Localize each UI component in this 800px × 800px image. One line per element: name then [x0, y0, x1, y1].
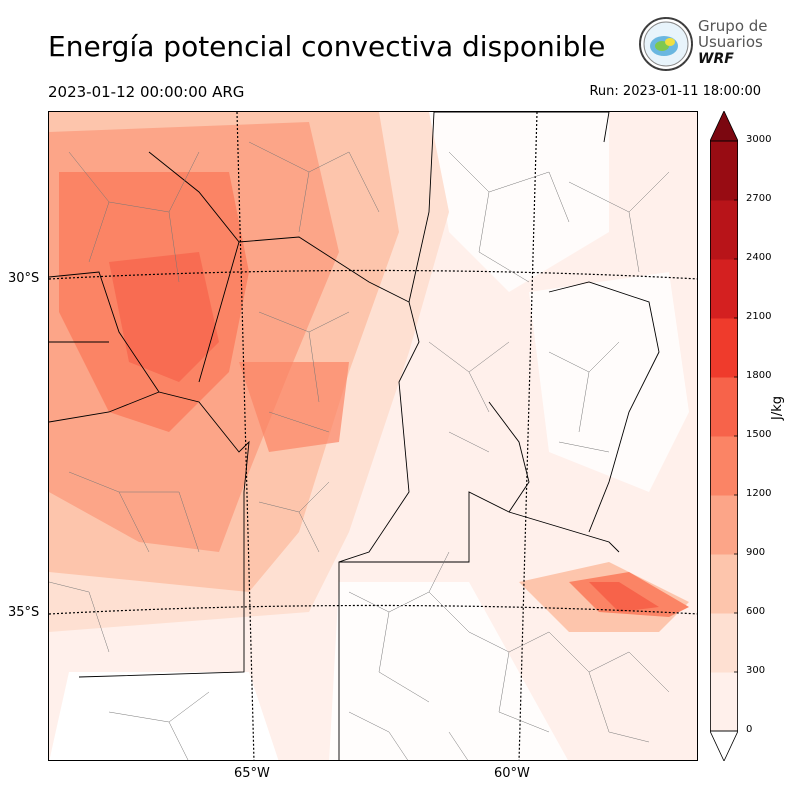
colorbar-bin: [710, 377, 738, 437]
globe-logo-icon: [639, 17, 693, 71]
colorbar-tick-label: 2100: [746, 311, 772, 322]
colorbar-bin: [710, 259, 738, 319]
colorbar-tick-label: 2700: [746, 193, 772, 204]
colorbar-tick-label: 2400: [746, 252, 772, 263]
colorbar-bin: [710, 436, 738, 496]
lat-label-30s: 30°S: [8, 271, 40, 286]
lon-label-60w: 60°W: [494, 766, 530, 781]
colorbar-bin: [710, 495, 738, 555]
colorbar-tick-label: 0: [746, 724, 753, 735]
page-title: Energía potencial convectiva disponible: [48, 30, 606, 63]
run-time: Run: 2023-01-11 18:00:00: [589, 84, 761, 99]
colorbar-tick-label: 1800: [746, 370, 772, 381]
colorbar-bin: [710, 200, 738, 260]
colorbar-tick-label: 900: [746, 547, 766, 558]
logo-line2: Usuarios: [698, 33, 763, 51]
colorbar-tick-label: 1200: [746, 488, 772, 499]
colorbar-tick-label: 300: [746, 665, 766, 676]
logo-line1: Grupo de: [698, 17, 768, 35]
colorbar-bin: [710, 318, 738, 378]
colorbar-bin: [710, 554, 738, 614]
colorbar-tick-label: 1500: [746, 429, 772, 440]
wrf-logo: Grupo de Usuarios WRF: [638, 16, 768, 74]
colorbar-bin: [710, 613, 738, 673]
valid-time: 2023-01-12 00:00:00 ARG: [48, 83, 245, 101]
cape-map: [48, 111, 698, 761]
colorbar-tick-label: 3000: [746, 134, 772, 145]
lat-label-35s: 35°S: [8, 605, 40, 620]
cape-field: [49, 112, 697, 760]
colorbar-extend-max: [710, 111, 738, 142]
colorbar-extend-min: [710, 730, 738, 761]
colorbar-bin: [710, 672, 738, 732]
logo-line3: WRF: [698, 51, 734, 67]
colorbar-unit: J/kg: [770, 396, 785, 420]
colorbar: [710, 111, 738, 761]
colorbar-bin: [710, 141, 738, 201]
colorbar-tick-label: 600: [746, 606, 766, 617]
lon-label-65w: 65°W: [234, 766, 270, 781]
